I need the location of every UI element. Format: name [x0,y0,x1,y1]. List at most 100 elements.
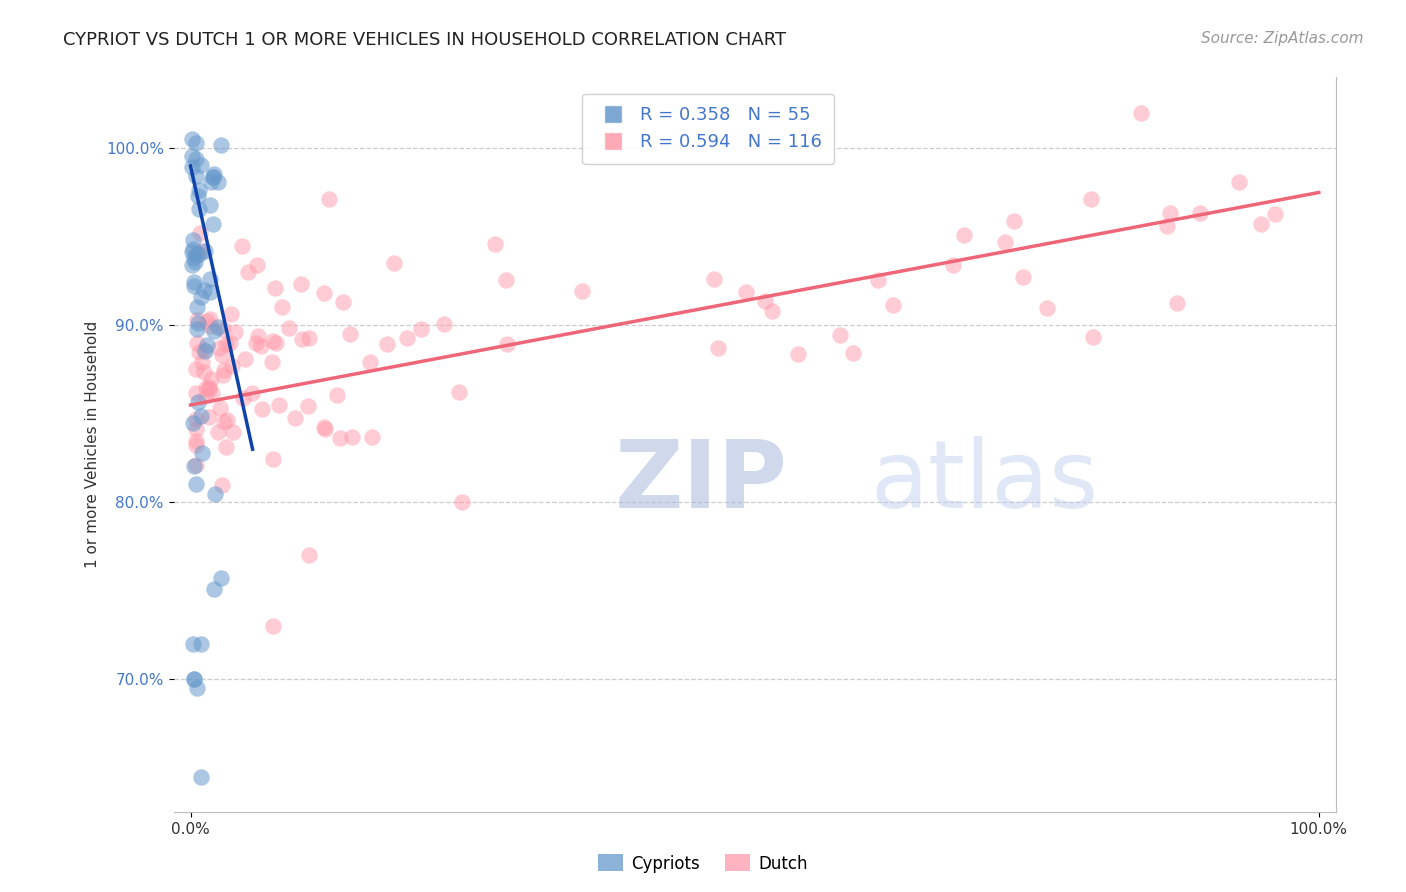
Point [382,256,405,270]
Point [942,258,965,272]
Point [184,248,207,262]
Point [186,361,208,376]
Point [866,273,889,287]
Point [186,458,208,472]
Text: atlas: atlas [870,435,1099,527]
Point [207,319,229,334]
Point [187,188,209,202]
Point [297,330,319,344]
Point [994,235,1017,249]
Point [240,386,263,401]
Point [882,298,904,312]
Point [262,619,284,633]
Point [224,325,246,339]
Point [198,285,221,299]
Point [207,175,229,189]
Point [359,355,381,369]
Point [267,398,290,412]
Point [187,345,209,359]
Point [1129,106,1152,120]
Point [191,446,214,460]
Point [1011,269,1033,284]
Point [332,294,354,309]
Point [186,312,208,326]
Point [221,359,243,373]
Point [761,303,783,318]
Point [842,345,865,359]
Point [396,331,419,345]
Point [186,412,208,426]
Point [1250,217,1272,231]
Point [180,160,202,174]
Point [495,272,517,286]
Point [200,271,222,285]
Point [235,351,257,366]
Point [211,348,233,362]
Point [186,422,208,436]
Point [190,290,212,304]
Point [197,409,219,424]
Point [212,415,235,429]
Point [186,434,208,449]
Point [186,336,208,351]
Point [231,239,253,253]
Point [183,673,205,687]
Point [187,247,209,261]
Point [186,246,208,260]
Point [377,337,399,351]
Point [246,329,269,343]
Point [703,271,725,285]
Point [194,244,217,259]
Point [183,251,205,265]
Point [262,334,284,348]
Point [187,394,209,409]
Point [195,338,218,352]
Point [200,372,222,386]
Point [706,342,728,356]
Point [186,300,208,314]
Point [260,354,283,368]
Point [207,425,229,439]
Point [193,283,215,297]
Point [186,322,208,336]
Point [180,149,202,163]
Point [188,226,211,240]
Point [1081,329,1104,343]
Point [1080,192,1102,206]
Point [194,344,217,359]
Point [1002,213,1025,227]
Point [186,386,208,401]
Point [193,366,215,380]
Point [183,459,205,474]
Point [187,316,209,330]
Point [361,430,384,444]
Point [250,402,273,417]
Point [219,307,242,321]
Point [290,277,312,291]
Point [194,389,217,403]
Point [264,281,287,295]
Point [484,237,506,252]
Point [451,495,474,509]
Point [202,324,225,338]
Point [200,175,222,189]
Point [202,167,225,181]
Point [195,314,218,328]
Point [215,337,238,351]
Point [198,311,221,326]
Point [211,137,233,152]
Point [219,336,242,351]
Point [202,217,225,231]
Text: Source: ZipAtlas.com: Source: ZipAtlas.com [1201,31,1364,46]
Point [212,368,235,383]
Point [181,234,204,248]
Point [200,319,222,334]
Point [204,487,226,501]
Point [186,681,208,696]
Point [201,385,224,400]
Point [190,244,212,258]
Text: CYPRIOT VS DUTCH 1 OR MORE VEHICLES IN HOUSEHOLD CORRELATION CHART: CYPRIOT VS DUTCH 1 OR MORE VEHICLES IN H… [63,31,786,49]
Point [184,169,207,184]
Point [193,343,215,357]
Point [209,401,232,415]
